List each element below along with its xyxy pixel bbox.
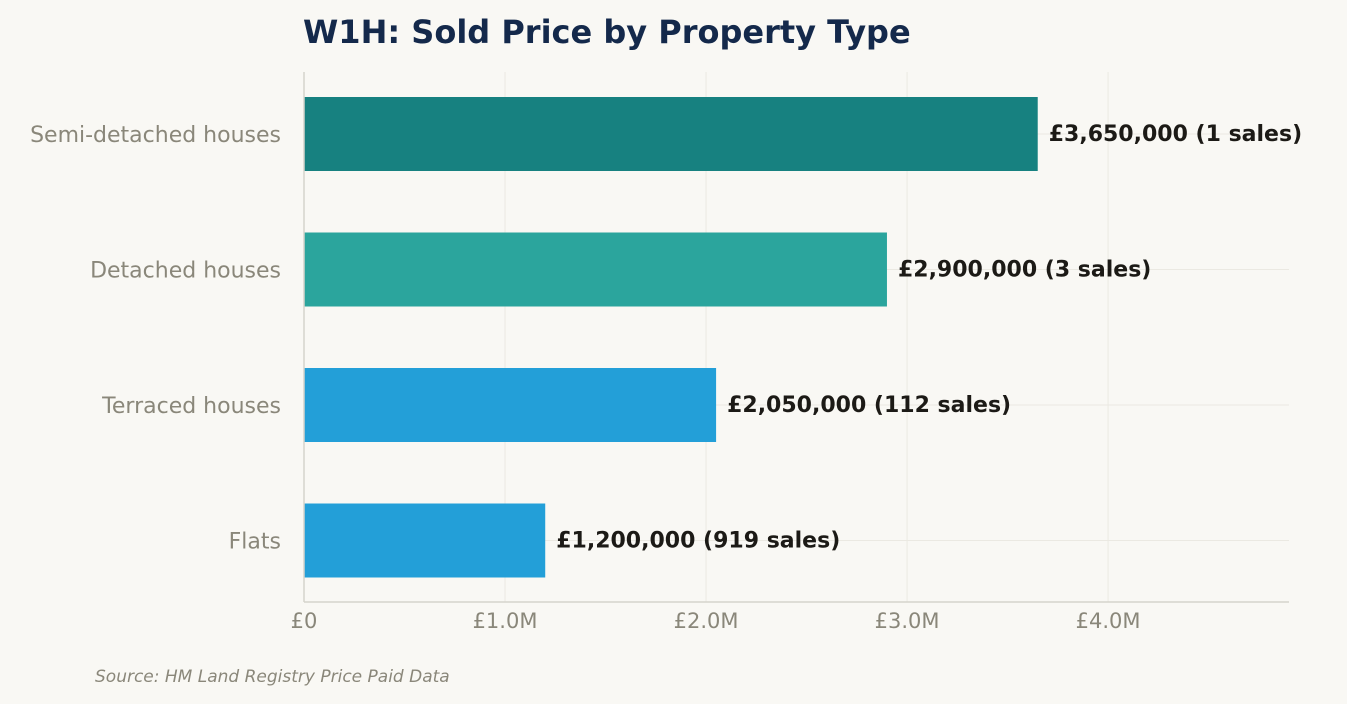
value-label: £1,200,000 (919 sales) (556, 529, 840, 554)
axis-layer: £0 £1.0M £2.0M £3.0M £4.0M (291, 72, 1289, 633)
bar (304, 232, 887, 307)
bar (304, 97, 1038, 171)
x-tick-label: £0 (291, 609, 318, 633)
labels-layer: Semi-detached houses £3,650,000 (1 sales)… (30, 122, 1302, 555)
value-label: £2,050,000 (112 sales) (727, 393, 1011, 418)
value-label: £2,900,000 (3 sales) (898, 258, 1151, 283)
category-label: Detached houses (90, 259, 281, 284)
category-label: Semi-detached houses (30, 123, 281, 148)
x-tick-label: £4.0M (1076, 609, 1141, 633)
chart-title: W1H: Sold Price by Property Type (303, 13, 911, 51)
source-note: Source: HM Land Registry Price Paid Data (95, 667, 450, 687)
bar (304, 368, 717, 442)
bars-layer (304, 97, 1038, 578)
category-label: Terraced houses (101, 394, 281, 419)
x-tick-label: £3.0M (875, 609, 940, 633)
bar (304, 503, 546, 578)
category-label: Flats (229, 530, 281, 555)
value-label: £3,650,000 (1 sales) (1049, 122, 1302, 147)
x-tick-label: £1.0M (473, 609, 538, 633)
x-tick-label: £2.0M (674, 609, 739, 633)
